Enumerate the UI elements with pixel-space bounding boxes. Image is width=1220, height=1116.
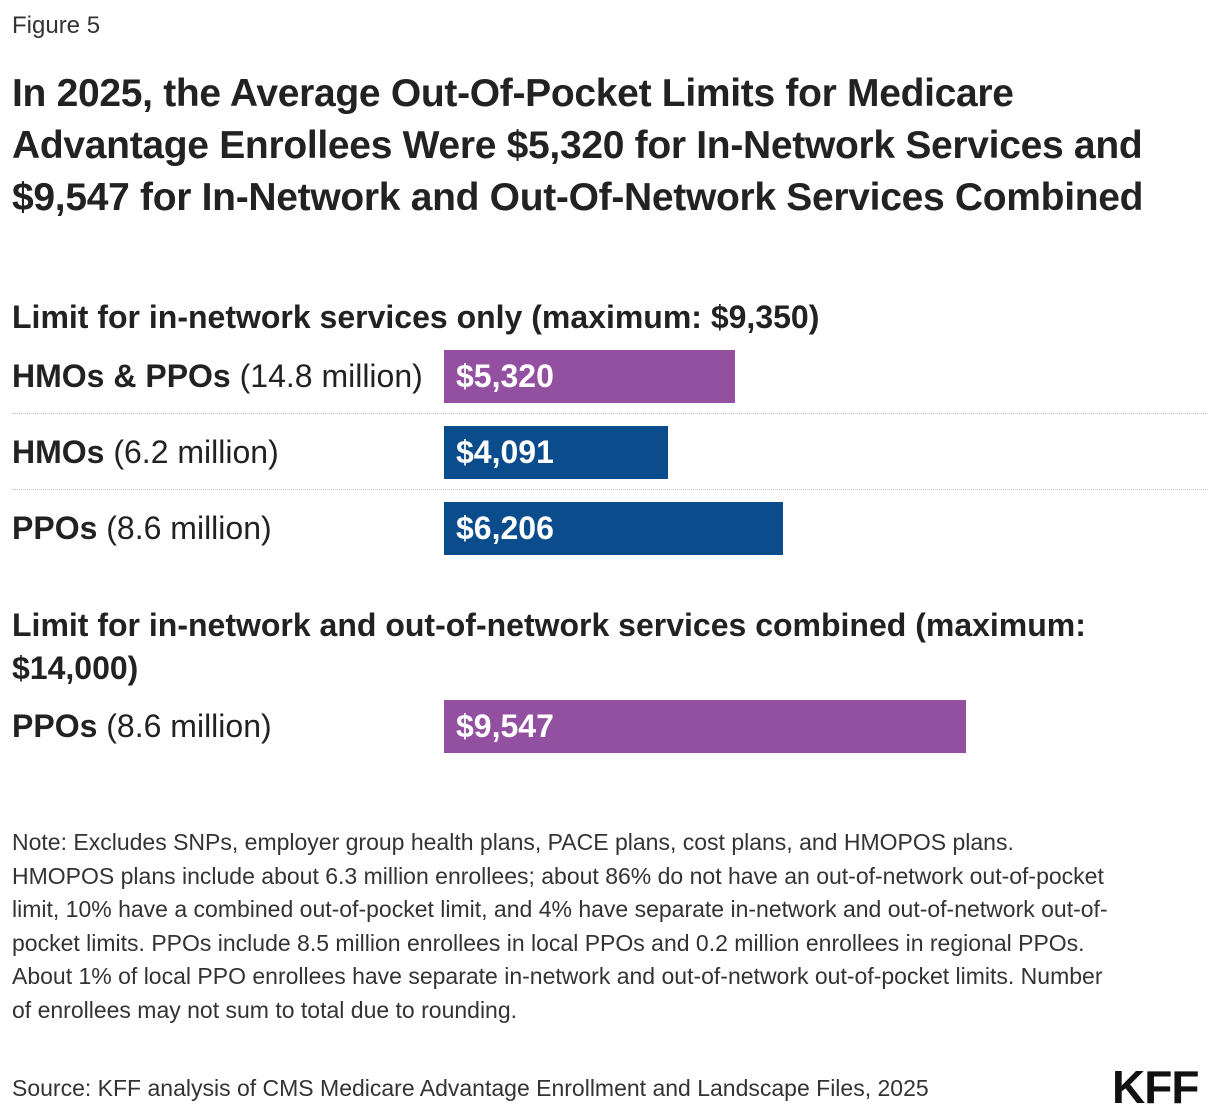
category-name: PPOs (12, 510, 98, 546)
bar: $6,206 (444, 502, 783, 555)
bar-value-label: $6,206 (456, 510, 554, 546)
category-label: HMOs & PPOs (14.8 million) (12, 338, 423, 414)
bar-value-label: $4,091 (456, 434, 554, 470)
bar: $4,091 (444, 426, 668, 479)
bar: $9,547 (444, 700, 966, 753)
row-divider (12, 489, 1208, 490)
category-name: PPOs (12, 708, 98, 744)
figure-label: Figure 5 (12, 12, 101, 39)
category-label: PPOs (8.6 million) (12, 688, 272, 764)
category-enrollment: (6.2 million) (104, 434, 279, 470)
bar-value-label: $5,320 (456, 358, 554, 394)
bar-row: PPOs (8.6 million) $6,206 (0, 490, 1208, 566)
category-enrollment: (14.8 million) (230, 358, 423, 394)
section-title-in-network: Limit for in-network services only (maxi… (12, 299, 820, 335)
row-divider (12, 413, 1208, 414)
bar-row: PPOs (8.6 million) $9,547 (0, 688, 1208, 764)
category-label: HMOs (6.2 million) (12, 414, 279, 490)
bar-row: HMOs & PPOs (14.8 million) $5,320 (0, 338, 1208, 414)
category-name: HMOs (12, 434, 105, 470)
bar-row: HMOs (6.2 million) $4,091 (0, 414, 1208, 490)
category-enrollment: (8.6 million) (97, 510, 272, 546)
kff-logo: KFF (1112, 1061, 1199, 1113)
section-title-combined: Limit for in-network and out-of-network … (12, 607, 1086, 686)
category-name: HMOs & PPOs (12, 358, 231, 394)
chart-source: Source: KFF analysis of CMS Medicare Adv… (12, 1075, 929, 1101)
category-label: PPOs (8.6 million) (12, 490, 272, 566)
category-enrollment: (8.6 million) (97, 708, 272, 744)
bar-value-label: $9,547 (456, 708, 554, 744)
bar: $5,320 (444, 350, 735, 403)
chart-note: Note: Excludes SNPs, employer group heal… (12, 829, 1108, 1023)
chart-title: In 2025, the Average Out-Of-Pocket Limit… (12, 72, 1144, 219)
